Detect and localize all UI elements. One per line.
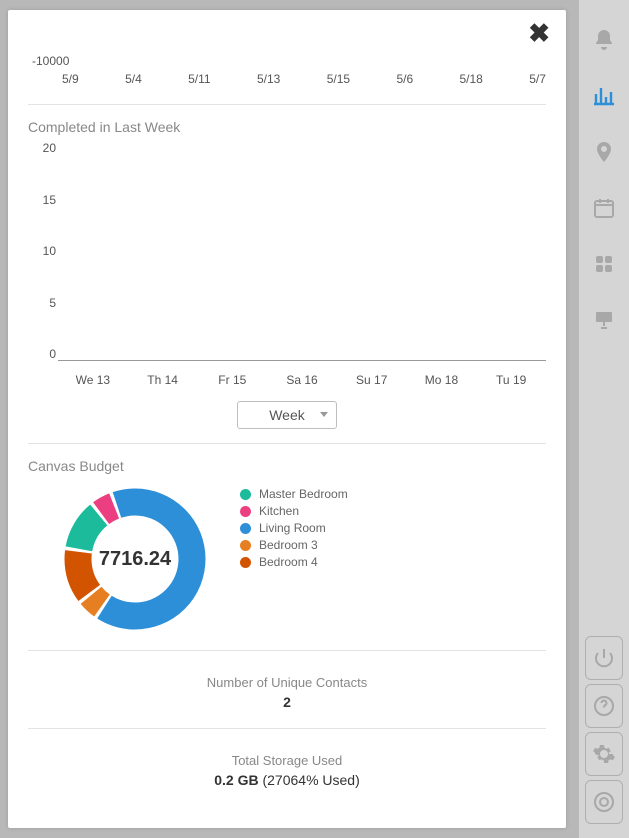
divider xyxy=(28,443,546,444)
legend-dot xyxy=(240,506,251,517)
top-axis-ylabel: -10000 xyxy=(32,54,546,68)
legend-item: Living Room xyxy=(240,521,348,535)
top-axis-tick: 5/13 xyxy=(257,72,280,86)
bar-ytick: 10 xyxy=(28,244,56,258)
legend-item: Kitchen xyxy=(240,504,348,518)
divider xyxy=(28,650,546,651)
legend-label: Bedroom 3 xyxy=(259,538,318,552)
close-button[interactable]: ✖ xyxy=(528,18,550,49)
legend-label: Living Room xyxy=(259,521,326,535)
help-icon[interactable] xyxy=(585,684,623,728)
grid-icon[interactable] xyxy=(579,236,629,292)
presentation-icon[interactable] xyxy=(579,292,629,348)
storage-value-rest: (27064% Used) xyxy=(259,772,360,788)
bar-xtick: Mo 18 xyxy=(407,365,477,391)
top-axis-tick: 5/18 xyxy=(460,72,483,86)
top-axis-tick: 5/9 xyxy=(62,72,79,86)
donut-center-value: 7716.24 xyxy=(60,484,210,634)
bell-icon[interactable] xyxy=(579,12,629,68)
top-axis-tick: 5/15 xyxy=(327,72,350,86)
top-axis-tick: 5/7 xyxy=(529,72,546,86)
legend-label: Bedroom 4 xyxy=(259,555,318,569)
top-axis-tick: 5/4 xyxy=(125,72,142,86)
legend-dot xyxy=(240,489,251,500)
right-sidebar xyxy=(579,0,629,838)
chart-icon[interactable] xyxy=(579,68,629,124)
sync-icon[interactable] xyxy=(585,780,623,824)
location-icon[interactable] xyxy=(579,124,629,180)
divider xyxy=(28,104,546,105)
contacts-label: Number of Unique Contacts xyxy=(28,675,546,690)
bar-xtick: Tu 19 xyxy=(476,365,546,391)
legend-dot xyxy=(240,540,251,551)
contacts-value: 2 xyxy=(283,694,291,710)
bar-xtick: We 13 xyxy=(58,365,128,391)
storage-stat: Total Storage Used 0.2 GB (27064% Used) xyxy=(28,743,546,798)
storage-value-bold: 0.2 GB xyxy=(214,772,258,788)
period-select-value: Week xyxy=(269,407,305,423)
legend-item: Bedroom 3 xyxy=(240,538,348,552)
bar-ytick: 0 xyxy=(28,347,56,361)
top-chart-axis: -10000 5/9 5/4 5/11 5/13 5/15 5/6 5/18 5/7 xyxy=(28,54,546,96)
bar-xtick: Sa 16 xyxy=(267,365,337,391)
completed-bar-chart: 20 15 10 5 0 We 13Th 14Fr 15Sa 16Su 17Mo 18T… xyxy=(28,141,546,391)
power-icon[interactable] xyxy=(585,636,623,680)
top-axis-tick: 5/11 xyxy=(188,72,210,86)
chevron-down-icon xyxy=(320,412,328,417)
donut-legend: Master Bedroom Kitchen Living Room Bedroom … xyxy=(240,484,348,572)
bar-ytick: 5 xyxy=(28,296,56,310)
budget-donut-chart: 7716.24 xyxy=(60,484,210,634)
period-select[interactable]: Week xyxy=(237,401,337,429)
legend-item: Master Bedroom xyxy=(240,487,348,501)
legend-dot xyxy=(240,557,251,568)
divider xyxy=(28,728,546,729)
bar-chart-title: Completed in Last Week xyxy=(28,119,546,135)
calendar-icon[interactable] xyxy=(579,180,629,236)
top-axis-tick: 5/6 xyxy=(396,72,413,86)
legend-dot xyxy=(240,523,251,534)
legend-item: Bedroom 4 xyxy=(240,555,348,569)
bar-ytick: 20 xyxy=(28,141,56,155)
bar-ytick: 15 xyxy=(28,193,56,207)
stats-modal: ✖ -10000 5/9 5/4 5/11 5/13 5/15 5/6 5/18 5/7 Co… xyxy=(8,10,566,828)
legend-label: Kitchen xyxy=(259,504,299,518)
bar-xtick: Fr 15 xyxy=(197,365,267,391)
storage-label: Total Storage Used xyxy=(28,753,546,768)
contacts-stat: Number of Unique Contacts 2 xyxy=(28,665,546,720)
legend-label: Master Bedroom xyxy=(259,487,348,501)
bar-xtick: Th 14 xyxy=(128,365,198,391)
donut-title: Canvas Budget xyxy=(28,458,546,474)
settings-icon[interactable] xyxy=(585,732,623,776)
bar-xtick: Su 17 xyxy=(337,365,407,391)
